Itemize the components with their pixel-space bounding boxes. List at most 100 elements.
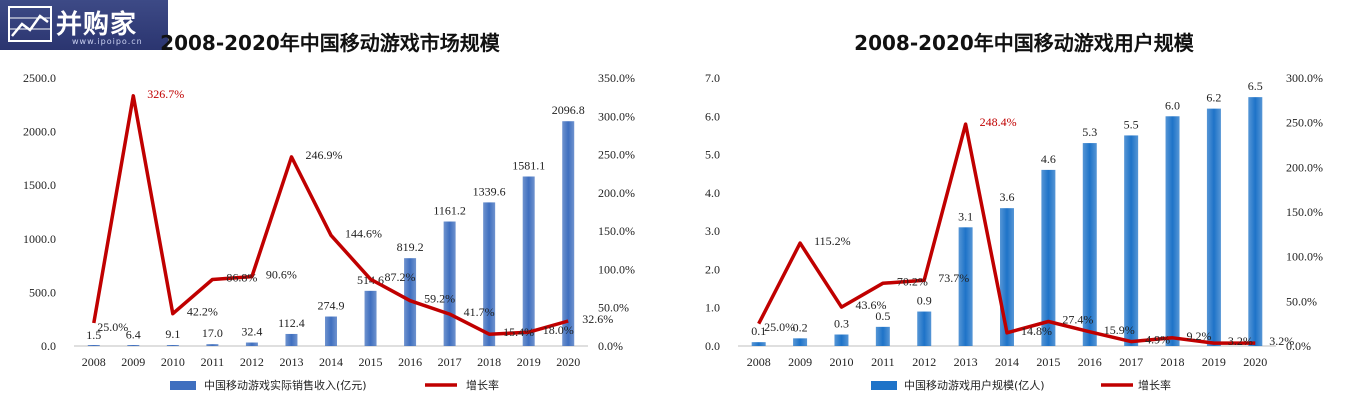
line-value-label: 3.2% <box>1269 334 1294 348</box>
right-axis-tick: 50.0% <box>598 301 629 315</box>
line-value-label: 14.8% <box>1021 324 1052 338</box>
right-axis-tick: 200.0% <box>1286 160 1323 174</box>
x-axis-tick: 2011 <box>201 355 225 369</box>
logo: 并购家 www.ipoipo.cn <box>0 0 168 50</box>
line-value-label: 86.8% <box>226 271 257 285</box>
bar <box>325 316 337 346</box>
bar-value-label: 32.4 <box>241 325 262 339</box>
left-axis-tick: 1500.0 <box>23 178 56 192</box>
bar-value-label: 3.6 <box>1000 190 1015 204</box>
market-size-chart: 2008-2020年中国移动游戏市场规模 0.0 500.0 1000.0 1500.0… <box>23 31 635 392</box>
logo-url: www.ipoipo.cn <box>72 37 143 46</box>
right-axis-tick: 250.0% <box>598 148 635 162</box>
bar-value-label: 9.1 <box>165 327 180 341</box>
x-axis-tick: 2017 <box>438 355 462 369</box>
line-value-label: 43.6% <box>855 298 886 312</box>
x-axis-tick: 2015 <box>359 355 383 369</box>
x-axis-tick: 2009 <box>121 355 145 369</box>
line-value-label: 326.7% <box>147 87 184 101</box>
x-axis-tick: 2012 <box>240 355 264 369</box>
x-axis-tick: 2018 <box>477 355 501 369</box>
bar-value-label: 5.3 <box>1082 125 1097 139</box>
line-value-label: 15.4% <box>503 325 534 339</box>
bar-value-label: 1161.2 <box>433 204 466 218</box>
bar <box>87 345 100 346</box>
left-axis-tick: 6.0 <box>705 109 720 123</box>
right-axis-tick: 0.0% <box>1286 339 1311 353</box>
bar <box>1206 108 1221 346</box>
bar <box>1082 143 1097 346</box>
line-value-label: 90.6% <box>266 268 297 282</box>
bar <box>443 221 456 346</box>
bar-value-label: 819.2 <box>397 240 424 254</box>
bar-value-label: 3.1 <box>958 209 973 223</box>
right-axis-tick: 250.0% <box>1286 116 1323 130</box>
x-axis-tick: 2019 <box>517 355 541 369</box>
line-value-label: 41.7% <box>464 305 495 319</box>
bar <box>562 121 575 346</box>
bar <box>364 290 377 346</box>
bar-value-label: 4.6 <box>1041 152 1056 166</box>
bar-value-label: 0.1 <box>751 324 766 338</box>
bar <box>206 344 219 346</box>
line-value-label: 70.2% <box>897 274 928 288</box>
right-axis-tick: 300.0% <box>598 109 635 123</box>
x-axis-tick: 2012 <box>912 355 936 369</box>
left-axis-tick: 5.0 <box>705 148 720 162</box>
left-axis-tick: 4.0 <box>705 186 720 200</box>
left-axis-tick: 2000.0 <box>23 125 56 139</box>
x-axis-tick: 2019 <box>1202 355 1226 369</box>
line-value-label: 25.0% <box>97 320 128 334</box>
bar-value-label: 5.5 <box>1124 117 1139 131</box>
chart-title: 2008-2020年中国移动游戏用户规模 <box>854 31 1195 55</box>
legend-bar-label: 中国移动游戏用户规模(亿人) <box>904 378 1045 392</box>
bar-value-label: 6.5 <box>1248 79 1263 93</box>
x-axis-tick: 2016 <box>398 355 422 369</box>
left-axis-tick: 1.0 <box>705 301 720 315</box>
growth-rate-line <box>92 94 569 336</box>
x-axis-tick: 2017 <box>1119 355 1143 369</box>
x-axis-tick: 2015 <box>1036 355 1060 369</box>
x-axis-tick: 2020 <box>556 355 580 369</box>
left-axis-tick: 1000.0 <box>23 232 56 246</box>
bar-value-label: 6.0 <box>1165 98 1180 112</box>
bar-value-label: 6.4 <box>126 327 141 341</box>
line-value-label: 246.9% <box>305 148 342 162</box>
line-value-label: 3.2% <box>1228 334 1253 348</box>
line-value-label: 73.7% <box>938 271 969 285</box>
right-axis-tick: 350.0% <box>598 71 635 85</box>
line-value-label: 15.9% <box>1104 323 1135 337</box>
line-value-label: 144.6% <box>345 226 382 240</box>
bar <box>958 227 973 346</box>
x-axis-tick: 2010 <box>829 355 853 369</box>
left-axis-tick: 2500.0 <box>23 71 56 85</box>
x-axis-tick: 2011 <box>871 355 895 369</box>
x-axis-tick: 2018 <box>1161 355 1185 369</box>
line-value-label: 248.4% <box>980 115 1017 129</box>
line-value-label: 115.2% <box>814 234 851 248</box>
left-axis-tick: 7.0 <box>705 71 720 85</box>
bar-value-label: 17.0 <box>202 326 223 340</box>
x-axis-tick: 2016 <box>1078 355 1102 369</box>
bar-value-label: 6.2 <box>1206 91 1221 105</box>
bar-value-label: 2096.8 <box>552 103 585 117</box>
x-axis-tick: 2014 <box>319 355 343 369</box>
line-value-label: 9.2% <box>1187 329 1212 343</box>
bar <box>127 345 140 346</box>
x-axis-tick: 2010 <box>161 355 185 369</box>
right-axis-tick: 150.0% <box>1286 205 1323 219</box>
legend-bar-label: 中国移动游戏实际销售收入(亿元) <box>204 378 367 392</box>
x-axis-tick: 2013 <box>954 355 978 369</box>
legend-line-label: 增长率 <box>1138 378 1171 392</box>
growth-rate-line <box>757 122 1256 345</box>
bar <box>834 334 849 346</box>
line-value-label: 4.9% <box>1145 333 1170 347</box>
x-axis-tick: 2008 <box>747 355 771 369</box>
bar-value-label: 0.5 <box>875 309 890 323</box>
left-axis-tick: 0.0 <box>705 339 720 353</box>
x-axis-tick: 2009 <box>788 355 812 369</box>
bar-value-label: 1581.1 <box>512 159 545 173</box>
logo-text: 并购家 <box>56 10 138 40</box>
bar <box>1165 116 1180 347</box>
bar <box>1041 169 1056 346</box>
